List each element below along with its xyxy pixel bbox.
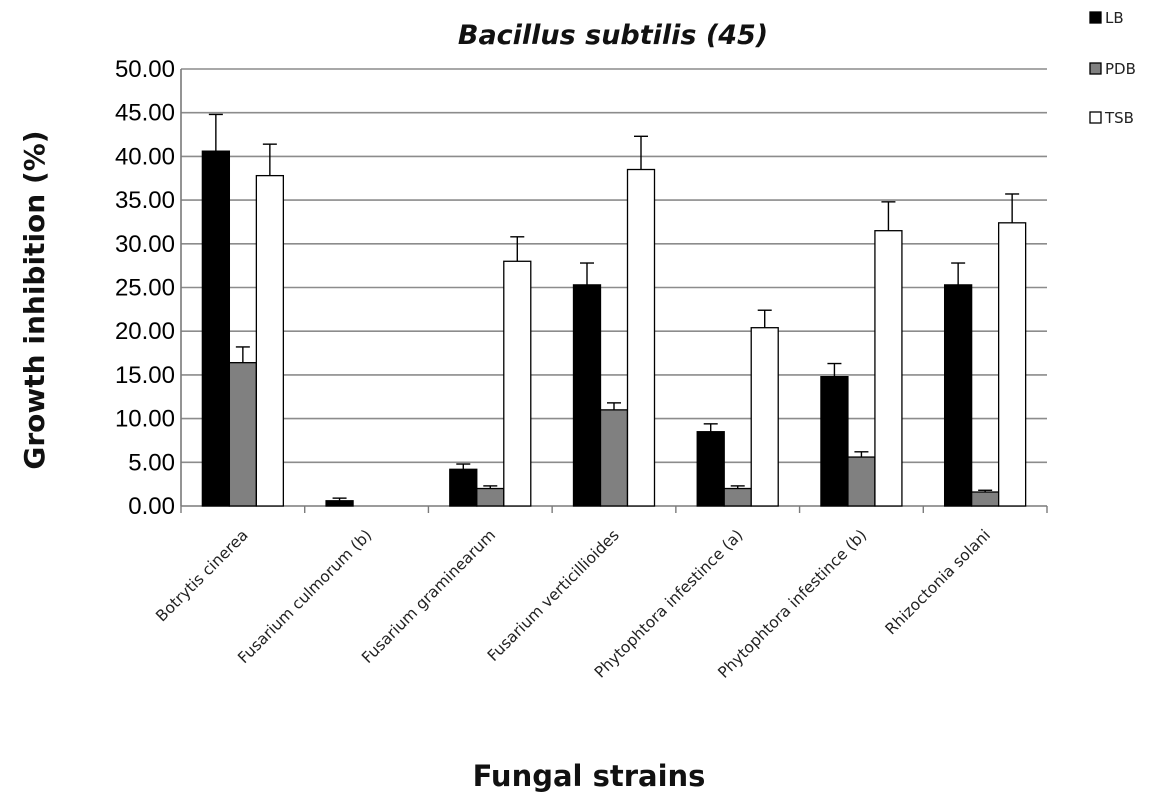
legend-label-pdb: PDB xyxy=(1105,60,1136,78)
bars xyxy=(201,150,1027,507)
y-tick-label: 30.00 xyxy=(115,231,175,258)
y-tick-label: 40.00 xyxy=(115,143,175,170)
y-axis-label: Growth inhibition (%) xyxy=(18,130,51,469)
error-bars xyxy=(208,113,1020,501)
legend-label-tsb: TSB xyxy=(1104,109,1134,127)
y-tick-label: 50.00 xyxy=(115,56,175,83)
bar-pdb xyxy=(599,409,629,507)
bar-tsb xyxy=(626,168,656,507)
bar-tsb xyxy=(255,174,285,507)
bar-tsb xyxy=(503,260,532,507)
x-tick-label: Botrytis cinerea xyxy=(152,526,251,625)
legend-label-lb: LB xyxy=(1105,9,1124,27)
y-tick-label: 0.00 xyxy=(128,493,175,520)
legend: LB PDB TSB xyxy=(1089,9,1136,127)
bar-lb xyxy=(449,468,478,507)
legend-swatch-pdb xyxy=(1089,62,1102,75)
bar-lb xyxy=(572,284,602,507)
bar-pdb xyxy=(723,487,752,507)
y-tick-label: 10.00 xyxy=(115,406,175,433)
y-tick-label: 45.00 xyxy=(115,100,175,127)
bar-pdb xyxy=(228,362,258,507)
bar-pdb xyxy=(847,456,876,507)
bar-pdb xyxy=(476,487,505,507)
x-axis-label: Fungal strains xyxy=(473,759,706,793)
x-tick-label: Fusarium verticillioides xyxy=(484,526,623,665)
bar-pdb xyxy=(970,491,1000,507)
x-tick-label: Rhizoctonia solani xyxy=(882,526,994,638)
legend-swatch-tsb xyxy=(1089,111,1102,124)
bar-lb xyxy=(325,500,354,507)
bar-lb xyxy=(820,375,849,507)
legend-swatch-lb xyxy=(1089,11,1102,24)
chart-title: Bacillus subtilis (45) xyxy=(458,20,768,51)
x-tick-label: Fusarium graminearum xyxy=(358,526,499,667)
y-tick-labels: 0.00 5.00 10.00 15.00 20.00 25.00 30.00 35.00 40… xyxy=(115,56,175,520)
y-tick-label: 5.00 xyxy=(128,449,175,476)
bar-tsb xyxy=(997,222,1027,507)
y-tick-label: 20.00 xyxy=(115,318,175,345)
bar-lb xyxy=(201,150,231,507)
bar-lb xyxy=(943,284,973,507)
y-tick-label: 25.00 xyxy=(115,275,175,302)
bar-tsb xyxy=(750,327,779,507)
y-tick-label: 35.00 xyxy=(115,187,175,214)
bar-lb xyxy=(696,431,725,507)
gridlines xyxy=(181,68,1047,464)
x-tick-label: Phytophtora infestince (b) xyxy=(715,526,871,682)
bar-tsb xyxy=(874,230,903,507)
x-tick-label: Fusarium culmorum (b) xyxy=(234,526,375,667)
y-tick-label: 15.00 xyxy=(115,362,175,389)
x-tick-label: Phytophtora infestince (a) xyxy=(591,526,747,682)
